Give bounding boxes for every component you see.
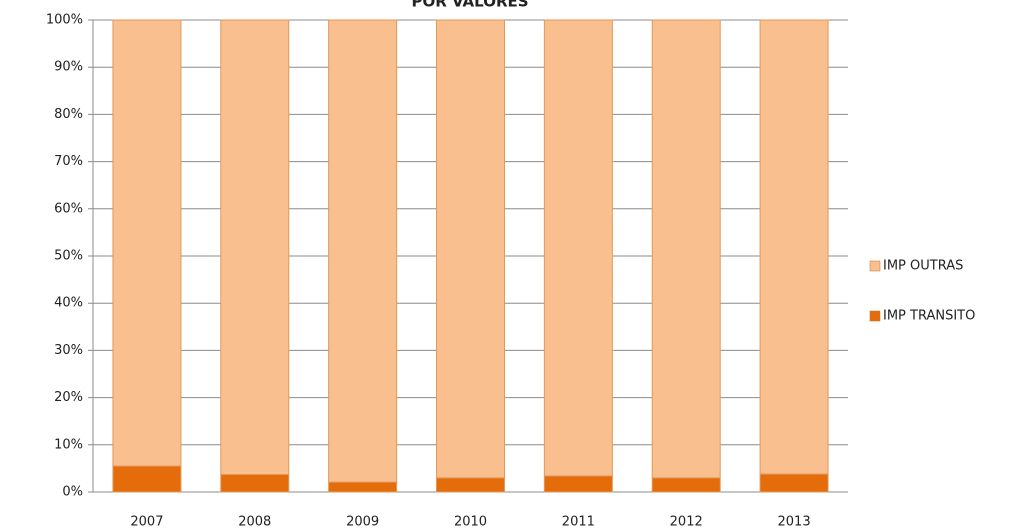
bar-segment — [220, 19, 290, 476]
bar-segment — [651, 477, 721, 493]
x-tick-label: 2013 — [778, 515, 811, 530]
y-tick-label: 60% — [54, 201, 83, 216]
legend-swatch — [869, 310, 881, 322]
y-tick-label: 100% — [46, 13, 83, 28]
y-tick-label: 70% — [54, 154, 83, 169]
bar-segment — [543, 19, 613, 477]
y-tick-label: 50% — [54, 249, 83, 264]
bar-segment — [651, 19, 721, 479]
y-tick-label: 10% — [54, 437, 83, 452]
x-tick-label: 2008 — [238, 515, 271, 530]
bar-segment — [436, 477, 505, 493]
x-tick-label: 2007 — [130, 515, 163, 530]
x-tick-label: 2010 — [454, 515, 487, 530]
x-tick-label: 2011 — [562, 515, 595, 530]
y-tick-label: 20% — [54, 390, 83, 405]
bar-segment — [112, 19, 182, 467]
bar-segment — [220, 474, 290, 493]
y-tick-label: 80% — [54, 107, 83, 122]
legend-label: IMP TRANSITO — [883, 309, 975, 324]
chart-title: POR VALORES — [411, 0, 528, 11]
bar-segment — [328, 481, 398, 493]
bar-segment — [328, 19, 398, 483]
bar-segment — [436, 19, 505, 479]
bar-segment — [543, 475, 613, 493]
bar-segment — [112, 465, 182, 493]
y-tick-label: 90% — [54, 60, 83, 75]
legend-label: IMP OUTRAS — [883, 259, 963, 274]
y-tick-label: 40% — [54, 296, 83, 311]
bar-segment — [759, 19, 829, 475]
bar-segment — [759, 473, 829, 493]
y-tick-label: 30% — [54, 343, 83, 358]
y-tick-label: 0% — [62, 485, 83, 500]
x-tick-label: 2009 — [346, 515, 379, 530]
legend-swatch — [869, 260, 881, 272]
x-tick-label: 2012 — [670, 515, 703, 530]
